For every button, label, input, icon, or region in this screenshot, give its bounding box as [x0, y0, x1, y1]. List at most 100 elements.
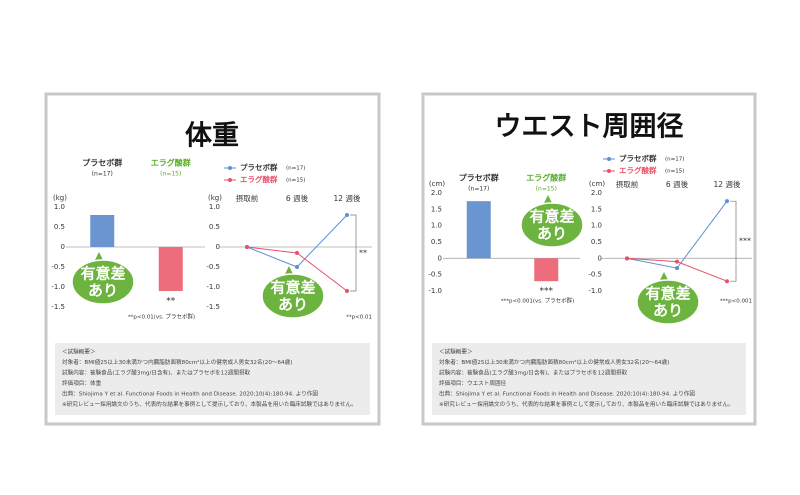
note-line: 評価項目：ウエスト周囲径 — [439, 379, 507, 387]
y-tick-label: 1.0 — [591, 222, 602, 230]
note-line: 試験内容：被験食品(エラグ酸3mg/日含有)、またはプラセボを12週間摂取 — [439, 369, 628, 377]
y-tick-label: -0.5 — [51, 263, 65, 271]
y-tick-label: 0 — [61, 243, 65, 251]
badge — [261, 273, 325, 319]
y-tick-label: 1.5 — [591, 205, 602, 213]
footnote: ***p<0.001 — [720, 299, 752, 305]
y-tick-label: 2.0 — [431, 189, 442, 197]
note-line: 対象者：BMI値25以上30未満かつ内臓脂肪面積80cm²以上の健常成人男女32… — [439, 358, 669, 366]
category-label: エラグ酸群 — [151, 158, 191, 168]
note-line: ＜試験概要＞ — [62, 348, 96, 356]
point — [675, 259, 679, 264]
y-tick-label: -1.0 — [51, 283, 65, 291]
badge-text: あり — [88, 282, 118, 300]
significance-bracket — [730, 200, 737, 282]
panel-title: 体重 — [185, 121, 239, 152]
legend-marker — [228, 178, 232, 182]
bar — [466, 201, 491, 259]
footnote: **p<0.01 — [346, 315, 372, 321]
legend-label: エラグ酸群 — [619, 165, 657, 175]
note-line: ＜試験概要＞ — [439, 348, 473, 356]
y-tick-label: 0 — [216, 243, 220, 251]
category-label: プラセボ群 — [459, 173, 499, 183]
point — [625, 256, 629, 261]
point — [725, 279, 729, 284]
panel-title: ウエスト周囲径 — [495, 112, 684, 143]
badge-text: あり — [653, 302, 683, 320]
category-note: (n=15) — [160, 171, 181, 178]
legend-label: プラセボ群 — [240, 162, 278, 172]
badge-text: 有意差 — [80, 265, 125, 283]
note-line: 出典：Shiojima Y et al. Functional Foods in… — [439, 390, 695, 398]
bar — [158, 247, 183, 291]
y-tick-label: 0.5 — [209, 223, 220, 231]
y-tick-label: 1.0 — [209, 203, 220, 211]
y-axis-label: (kg) — [53, 194, 67, 202]
significance: *** — [739, 237, 751, 246]
note-line: ※研究レビュー採用論文のうち、代表的な結果を事例として提示しており、本製品を用い… — [62, 400, 357, 408]
point — [345, 289, 349, 293]
y-tick-label: 2.0 — [591, 189, 602, 197]
y-tick-label: -1.5 — [206, 303, 220, 311]
category-note: (n=17) — [468, 186, 489, 193]
y-axis-label: (cm) — [429, 180, 445, 188]
x-category-label: 12 週後 — [714, 179, 741, 189]
category-note: (n=17) — [92, 171, 113, 178]
y-tick-label: 0 — [598, 254, 602, 262]
y-tick-label: 1.0 — [431, 222, 442, 230]
y-tick-label: 0.5 — [54, 223, 65, 231]
y-tick-label: -0.5 — [206, 263, 220, 271]
x-category-label: 6 週後 — [666, 179, 689, 189]
bar — [90, 215, 115, 247]
bar — [534, 258, 559, 282]
y-tick-label: 0.5 — [591, 238, 602, 246]
y-tick-label: -1.5 — [51, 303, 65, 311]
category-label: プラセボ群 — [82, 158, 122, 168]
badge-text: あり — [537, 225, 567, 243]
legend-note: (n=17) — [286, 166, 305, 172]
legend-note: (n=15) — [665, 169, 684, 175]
significance: *** — [540, 287, 554, 297]
point — [725, 199, 729, 204]
note-line: ※研究レビュー採用論文のうち、代表的な結果を事例として提示しており、本製品を用い… — [439, 400, 734, 408]
badge — [636, 279, 700, 325]
significance: ** — [166, 297, 176, 307]
y-tick-label: -0.5 — [428, 271, 442, 279]
y-tick-label: 1.5 — [431, 205, 442, 213]
note-line: 評価項目：体重 — [62, 379, 102, 387]
legend-label: エラグ酸群 — [240, 174, 278, 184]
notes-box — [55, 343, 370, 415]
category-label: エラグ酸群 — [526, 173, 566, 183]
badge — [71, 259, 135, 305]
legend-marker — [607, 169, 611, 173]
y-tick-label: -1.0 — [206, 283, 220, 291]
y-tick-label: -1.0 — [588, 287, 602, 295]
legend-note: (n=15) — [286, 178, 305, 184]
footnote: **p<0.01(vs. プラセボ群) — [128, 313, 195, 321]
y-axis-label: (kg) — [208, 194, 222, 202]
legend-note: (n=17) — [665, 157, 684, 163]
note-line: 出典：Shiojima Y et al. Functional Foods in… — [62, 390, 318, 398]
footnote: ***p<0.001(vs. プラセボ群) — [501, 297, 575, 305]
badge — [520, 202, 584, 248]
legend-label: プラセボ群 — [619, 153, 657, 163]
y-tick-label: -1.0 — [428, 287, 442, 295]
legend-marker — [607, 157, 611, 161]
y-tick-label: 1.0 — [54, 203, 65, 211]
point — [245, 245, 249, 249]
legend-marker — [228, 166, 232, 170]
y-tick-label: -0.5 — [588, 271, 602, 279]
point — [295, 265, 299, 269]
badge-text: 有意差 — [645, 285, 690, 303]
badge-text: あり — [278, 296, 308, 314]
point — [295, 251, 299, 255]
category-note: (n=15) — [536, 186, 557, 193]
y-axis-label: (cm) — [589, 180, 605, 188]
badge-text: 有意差 — [270, 279, 315, 297]
badge-text: 有意差 — [529, 208, 574, 226]
note-line: 試験内容：被験食品(エラグ酸3mg/日含有)、またはプラセボを12週間摂取 — [62, 369, 251, 377]
x-category-label: 摂取前 — [236, 193, 259, 203]
significance: ** — [359, 249, 367, 258]
y-tick-label: 0 — [438, 254, 442, 262]
